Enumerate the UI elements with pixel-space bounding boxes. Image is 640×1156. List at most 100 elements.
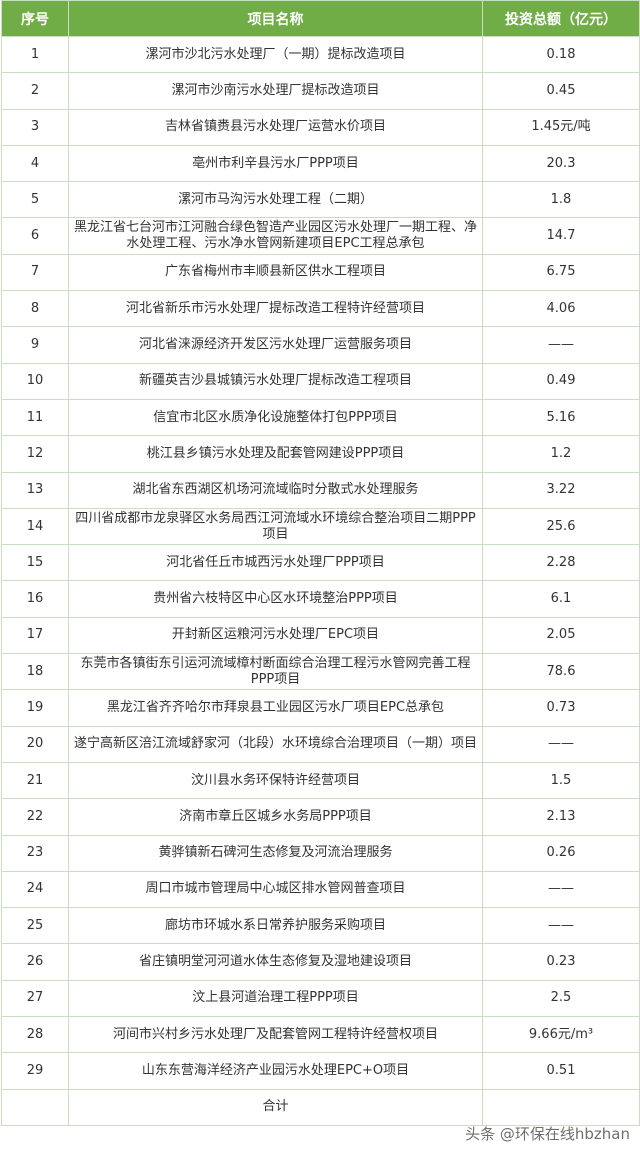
row-amount: 6.75	[482, 253, 640, 292]
row-amount: 0.51	[482, 1052, 640, 1090]
row-amount: 1.8	[482, 181, 640, 219]
row-project-name: 黑龙江省齐齐哈尔市拜泉县工业园区污水厂项目EPC总承包	[68, 689, 483, 727]
row-index: 24	[1, 870, 69, 909]
table-row: 27 汶上县河道治理工程PPP项目 2.5	[1, 979, 640, 1018]
total-amount	[482, 1088, 640, 1126]
row-index: 22	[1, 798, 69, 836]
row-amount: ——	[482, 907, 640, 945]
row-project-name: 桃江县乡镇污水处理及配套管网建设PPP项目	[68, 435, 483, 473]
row-index: 5	[1, 181, 69, 219]
row-index: 13	[1, 471, 69, 509]
row-project-name: 黄骅镇新石碑河生态修复及河流治理服务	[68, 834, 483, 872]
row-amount: 2.5	[482, 979, 640, 1018]
row-index: 4	[1, 144, 69, 183]
table-row: 24 周口市城市管理局中心城区排水管网普查项目 ——	[1, 870, 640, 909]
table-row: 6 黑龙江省七台河市江河融合绿色智造产业园区污水处理厂一期工程、净水处理工程、污水…	[1, 217, 640, 255]
table-row: 13 湖北省东西湖区机场河流域临时分散式水处理服务 3.22	[1, 471, 640, 509]
row-amount: 1.2	[482, 435, 640, 473]
row-index: 19	[1, 689, 69, 727]
row-amount: ——	[482, 870, 640, 909]
row-index: 25	[1, 907, 69, 945]
row-index: 21	[1, 761, 69, 800]
table-row: 12 桃江县乡镇污水处理及配套管网建设PPP项目 1.2	[1, 435, 640, 473]
row-amount: 2.28	[482, 544, 640, 582]
table-row: 2 漯河市沙南污水处理厂提标改造项目 0.45	[1, 72, 640, 110]
header-index: 序号	[1, 0, 69, 37]
table-row: 20 遂宁高新区涪江流域舒家河（北段）水环境综合治理项目（一期）项目 ——	[1, 725, 640, 763]
row-project-name: 河北省涞源经济开发区污水处理厂运营服务项目	[68, 326, 483, 364]
row-project-name: 济南市章丘区城乡水务局PPP项目	[68, 798, 483, 836]
row-amount: 14.7	[482, 217, 640, 255]
table-row: 17 开封新区运粮河污水处理厂EPC项目 2.05	[1, 616, 640, 655]
row-amount: 9.66元/m³	[482, 1016, 640, 1054]
row-index: 8	[1, 290, 69, 328]
row-project-name: 亳州市利辛县污水厂PPP项目	[68, 144, 483, 183]
row-amount: 20.3	[482, 144, 640, 183]
table-row: 5 漯河市马沟污水处理工程（二期） 1.8	[1, 181, 640, 219]
table-row: 21 汶川县水务环保特许经营项目 1.5	[1, 761, 640, 800]
row-project-name: 开封新区运粮河污水处理厂EPC项目	[68, 616, 483, 655]
table-row: 4 亳州市利辛县污水厂PPP项目 20.3	[1, 144, 640, 183]
row-project-name: 吉林省镇赉县污水处理厂运营水价项目	[68, 108, 483, 146]
watermark: 头条 @环保在线hbzhan	[465, 1125, 630, 1143]
total-index	[1, 1088, 69, 1126]
row-amount: 2.13	[482, 798, 640, 836]
row-index: 17	[1, 616, 69, 655]
row-index: 18	[1, 653, 69, 691]
row-index: 12	[1, 435, 69, 473]
table-row: 9 河北省涞源经济开发区污水处理厂运营服务项目 ——	[1, 326, 640, 364]
row-index: 6	[1, 217, 69, 255]
table-body: 1 漯河市沙北污水处理厂（一期）提标改造项目 0.18 2 漯河市沙南污水处理厂提标改造…	[1, 35, 640, 1090]
row-project-name: 东莞市各镇街东引运河流域樟村断面综合治理工程污水管网完善工程PPP项目	[68, 653, 483, 691]
total-label: 合计	[68, 1088, 483, 1126]
row-index: 9	[1, 326, 69, 364]
row-amount: 78.6	[482, 653, 640, 691]
row-project-name: 黑龙江省七台河市江河融合绿色智造产业园区污水处理厂一期工程、净水处理工程、污水净…	[68, 217, 483, 255]
row-index: 2	[1, 72, 69, 110]
row-index: 1	[1, 35, 69, 74]
row-amount: 0.18	[482, 35, 640, 74]
row-project-name: 信宜市北区水质净化设施整体打包PPP项目	[68, 398, 483, 437]
row-amount: 2.05	[482, 616, 640, 655]
row-project-name: 河北省任丘市城西污水处理厂PPP项目	[68, 544, 483, 582]
table-row: 18 东莞市各镇街东引运河流域樟村断面综合治理工程污水管网完善工程PPP项目 78.…	[1, 653, 640, 691]
table-row: 19 黑龙江省齐齐哈尔市拜泉县工业园区污水厂项目EPC总承包 0.73	[1, 689, 640, 727]
row-amount: 3.22	[482, 471, 640, 509]
row-index: 28	[1, 1016, 69, 1054]
row-amount: 0.73	[482, 689, 640, 727]
row-index: 15	[1, 544, 69, 582]
row-project-name: 漯河市沙南污水处理厂提标改造项目	[68, 72, 483, 110]
header-row: 序号 项目名称 投资总额（亿元）	[1, 0, 640, 37]
header-name: 项目名称	[68, 0, 483, 37]
row-project-name: 湖北省东西湖区机场河流域临时分散式水处理服务	[68, 471, 483, 509]
row-index: 3	[1, 108, 69, 146]
row-index: 7	[1, 253, 69, 292]
table-row: 25 廊坊市环城水系日常养护服务采购项目 ——	[1, 907, 640, 945]
row-project-name: 汶上县河道治理工程PPP项目	[68, 979, 483, 1018]
row-amount: ——	[482, 326, 640, 364]
row-amount: 25.6	[482, 507, 640, 546]
table-row: 26 省庄镇明堂河河道水体生态修复及湿地建设项目 0.23	[1, 943, 640, 981]
row-project-name: 河间市兴村乡污水处理厂及配套管网工程特许经营权项目	[68, 1016, 483, 1054]
row-project-name: 周口市城市管理局中心城区排水管网普查项目	[68, 870, 483, 909]
row-amount: 6.1	[482, 580, 640, 618]
row-amount: ——	[482, 725, 640, 763]
row-amount: 0.49	[482, 362, 640, 400]
row-project-name: 廊坊市环城水系日常养护服务采购项目	[68, 907, 483, 945]
total-row: 合计	[1, 1088, 640, 1126]
table-row: 3 吉林省镇赉县污水处理厂运营水价项目 1.45元/吨	[1, 108, 640, 146]
header-amount: 投资总额（亿元）	[482, 0, 640, 37]
table-row: 29 山东东营海洋经济产业园污水处理EPC+O项目 0.51	[1, 1052, 640, 1090]
row-amount: 4.06	[482, 290, 640, 328]
table-row: 28 河间市兴村乡污水处理厂及配套管网工程特许经营权项目 9.66元/m³	[1, 1016, 640, 1054]
row-project-name: 遂宁高新区涪江流域舒家河（北段）水环境综合治理项目（一期）项目	[68, 725, 483, 763]
row-project-name: 漯河市沙北污水处理厂（一期）提标改造项目	[68, 35, 483, 74]
row-index: 11	[1, 398, 69, 437]
row-amount: 0.45	[482, 72, 640, 110]
row-amount: 0.26	[482, 834, 640, 872]
table-row: 23 黄骅镇新石碑河生态修复及河流治理服务 0.26	[1, 834, 640, 872]
row-index: 14	[1, 507, 69, 546]
row-project-name: 山东东营海洋经济产业园污水处理EPC+O项目	[68, 1052, 483, 1090]
row-index: 20	[1, 725, 69, 763]
table-row: 1 漯河市沙北污水处理厂（一期）提标改造项目 0.18	[1, 35, 640, 74]
